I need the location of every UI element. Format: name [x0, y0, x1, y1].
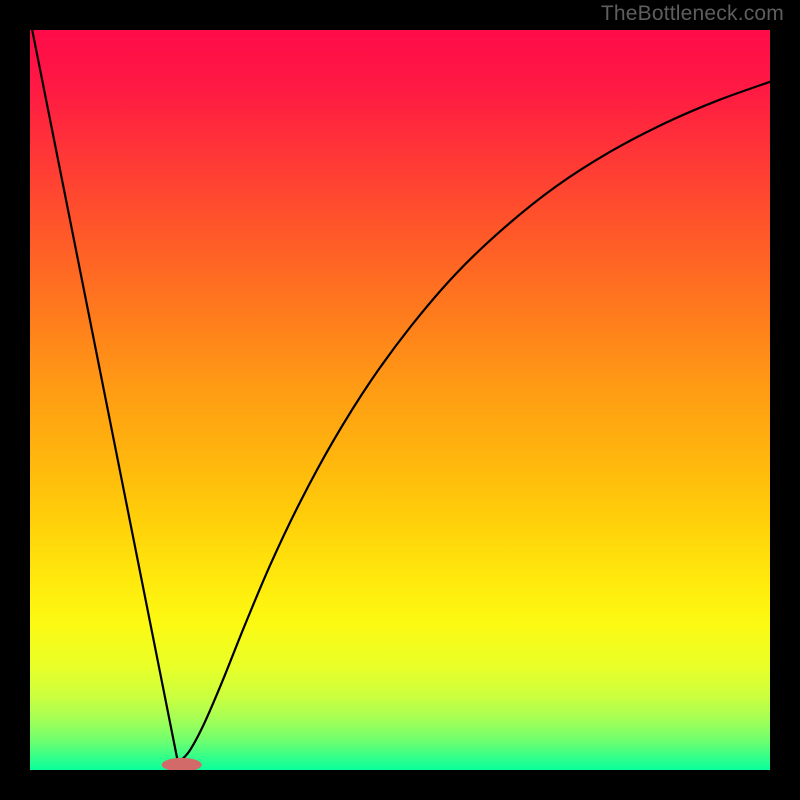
- bottleneck-chart: [0, 0, 800, 800]
- chart-container: TheBottleneck.com: [0, 0, 800, 800]
- optimal-point-marker: [162, 758, 202, 772]
- chart-gradient-background: [30, 30, 770, 770]
- attribution-label: TheBottleneck.com: [601, 2, 784, 26]
